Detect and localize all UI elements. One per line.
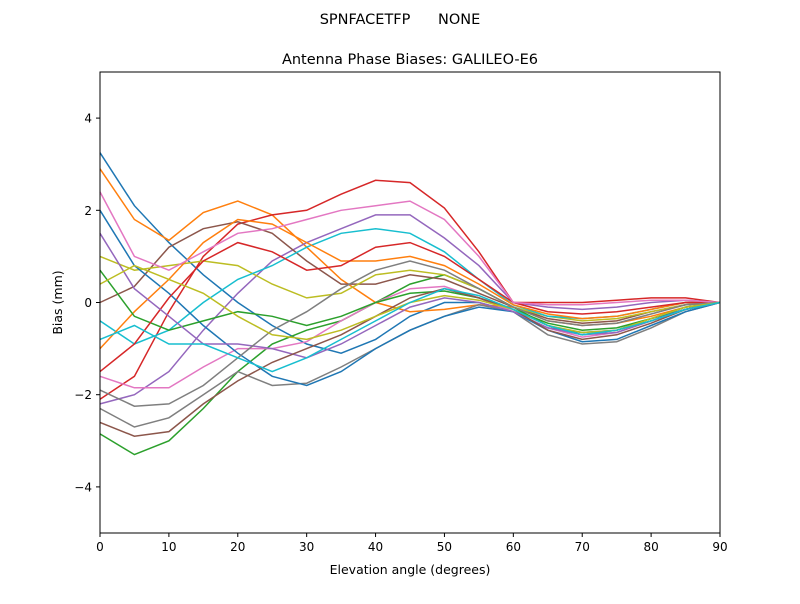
x-tick-label: 20 xyxy=(230,540,245,554)
y-axis: −4 −2 0 2 4 xyxy=(74,112,100,494)
x-tick-label: 80 xyxy=(643,540,658,554)
series-line-15 xyxy=(99,232,721,359)
y-tick-label: −2 xyxy=(74,388,92,402)
series-line-5 xyxy=(99,214,721,405)
x-tick-label: 60 xyxy=(506,540,521,554)
series-line-17 xyxy=(99,191,721,306)
x-tick-label: 30 xyxy=(299,540,314,554)
x-tick-label: 10 xyxy=(161,540,176,554)
y-tick-label: 2 xyxy=(84,204,92,218)
series-line-16 xyxy=(99,287,721,437)
series-lines xyxy=(99,152,721,456)
series-line-18 xyxy=(99,260,721,407)
x-tick-label: 0 xyxy=(96,540,104,554)
series-line-14 xyxy=(99,241,720,373)
x-axis: 0 10 20 30 40 50 60 70 80 90 xyxy=(96,533,728,554)
suptitle: SPNFACETFP NONE xyxy=(320,12,481,28)
chart-title: Antenna Phase Biases: GALILEO-E6 xyxy=(282,52,538,68)
series-line-12 xyxy=(99,218,720,350)
series-line-11 xyxy=(99,209,721,387)
y-tick-label: −4 xyxy=(74,480,92,494)
x-tick-label: 50 xyxy=(437,540,452,554)
y-tick-label: 4 xyxy=(84,112,92,126)
y-tick-label: 0 xyxy=(84,296,92,310)
x-axis-label: Elevation angle (degrees) xyxy=(330,562,491,577)
y-axis-label: Bias (mm) xyxy=(50,270,65,334)
series-line-6 xyxy=(99,221,721,324)
series-line-4 xyxy=(99,179,721,400)
x-tick-label: 70 xyxy=(575,540,590,554)
series-line-13 xyxy=(99,269,721,331)
x-tick-label: 40 xyxy=(368,540,383,554)
x-tick-label: 90 xyxy=(712,540,727,554)
series-line-20 xyxy=(99,287,721,373)
